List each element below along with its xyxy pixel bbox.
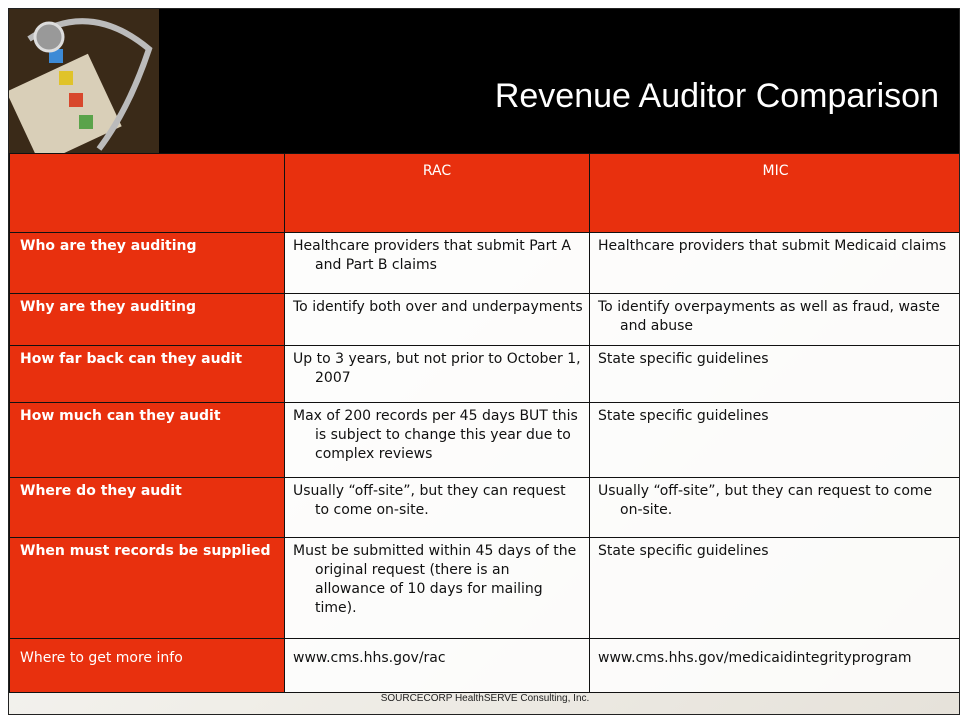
row-label: How far back can they audit xyxy=(9,345,285,403)
row-label: Who are they auditing xyxy=(9,232,285,294)
row-label: Where do they audit xyxy=(9,477,285,538)
table-cell: State specific guidelines xyxy=(589,402,959,478)
table-cell: To identify overpayments as well as frau… xyxy=(589,293,959,346)
table-row: Where do they audit Usually “off-site”, b… xyxy=(9,477,959,538)
table-row: Where to get more info www.cms.hhs.gov/ra… xyxy=(9,638,959,693)
header-cell: RAC xyxy=(284,153,590,233)
header-cell: MIC xyxy=(589,153,959,233)
table-row: How much can they audit Max of 200 record… xyxy=(9,402,959,478)
table-cell: State specific guidelines xyxy=(589,345,959,403)
row-label: How much can they audit xyxy=(9,402,285,478)
table-row: Who are they auditing Healthcare provider… xyxy=(9,232,959,294)
row-label: Why are they auditing xyxy=(9,293,285,346)
table-cell: Up to 3 years, but not prior to October … xyxy=(284,345,590,403)
table-cell: Usually “off-site”, but they can request… xyxy=(589,477,959,538)
footer: SOURCECORP HealthSERVE Consulting, Inc. xyxy=(380,693,590,704)
table-cell: State specific guidelines xyxy=(589,537,959,639)
table-cell: Healthcare providers that submit Medicai… xyxy=(589,232,959,294)
table-cell: www.cms.hhs.gov/medicaidintegrityprogram xyxy=(589,638,959,693)
slide-title: Revenue Auditor Comparison xyxy=(494,77,939,115)
table-cell: To identify both over and underpayments xyxy=(284,293,590,346)
header-row: RAC MIC xyxy=(9,153,959,233)
table-cell: Healthcare providers that submit Part A … xyxy=(284,232,590,294)
header-cell xyxy=(9,153,285,233)
header-banner: Revenue Auditor Comparison xyxy=(9,9,959,153)
table-row: How far back can they audit Up to 3 years… xyxy=(9,345,959,403)
table-cell: Usually “off-site”, but they can request… xyxy=(284,477,590,538)
table-cell: Must be submitted within 45 days of the … xyxy=(284,537,590,639)
table-row: When must records be supplied Must be sub… xyxy=(9,537,959,639)
slide: Revenue Auditor Comparison RAC MIC Who are… xyxy=(8,8,960,715)
header-image xyxy=(9,9,159,153)
row-label: When must records be supplied xyxy=(9,537,285,639)
table-row: Why are they auditing To identify both ov… xyxy=(9,293,959,346)
table-cell: www.cms.hhs.gov/rac xyxy=(284,638,590,693)
comparison-table: RAC MIC Who are they auditing Healthcare pr… xyxy=(9,153,959,693)
row-label: Where to get more info xyxy=(9,638,285,693)
table-cell: Max of 200 records per 45 days BUT this … xyxy=(284,402,590,478)
